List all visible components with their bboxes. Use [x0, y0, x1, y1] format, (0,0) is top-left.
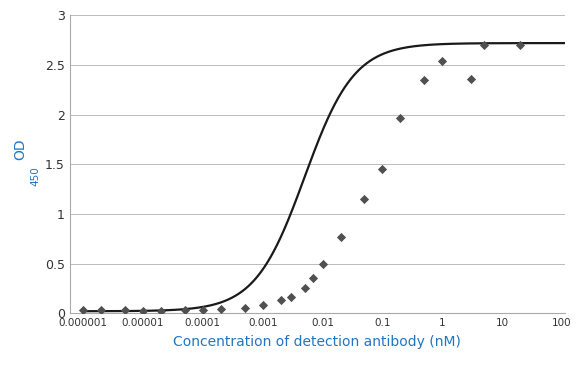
Point [120, 307, 130, 313]
Point [276, 297, 285, 303]
Point [180, 307, 190, 313]
Point [438, 58, 447, 64]
Point [396, 115, 405, 121]
Point [300, 285, 309, 291]
Point [157, 308, 166, 314]
Point [378, 166, 387, 172]
Point [360, 196, 369, 202]
Point [466, 76, 475, 82]
Point [308, 275, 318, 282]
Point [79, 307, 88, 313]
Point [240, 305, 249, 311]
Text: 450: 450 [30, 166, 40, 186]
Point [516, 42, 525, 48]
Point [286, 294, 296, 300]
Point [217, 306, 226, 312]
Point [480, 42, 489, 48]
Point [97, 307, 106, 313]
X-axis label: Concentration of detection antibody (nM): Concentration of detection antibody (nM) [173, 335, 461, 349]
Text: OD: OD [13, 139, 27, 160]
Point [139, 308, 148, 314]
Point [318, 261, 327, 267]
Point [258, 302, 267, 308]
Point [420, 77, 429, 83]
Point [198, 307, 208, 313]
Point [336, 234, 345, 240]
